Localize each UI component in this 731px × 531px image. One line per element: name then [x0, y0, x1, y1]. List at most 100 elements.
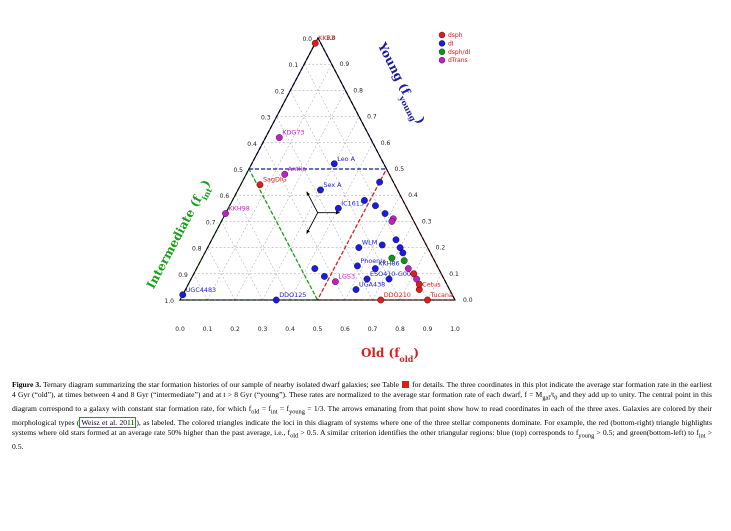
- grid-line: [427, 273, 442, 301]
- arrow-head: [306, 229, 310, 234]
- legend-marker: [438, 57, 446, 64]
- grid-line: [221, 221, 263, 301]
- galaxy-point: [272, 296, 280, 304]
- caption-text: Ternary diagram summarizing the star for…: [41, 380, 400, 389]
- legend-label: dsph: [448, 32, 463, 39]
- tick-intermediate: 0.4: [247, 141, 257, 148]
- galaxy-point: [334, 204, 342, 212]
- galaxy-label: Sex A: [323, 181, 342, 189]
- galaxy-point: [361, 197, 368, 204]
- galaxy-point: [372, 202, 379, 210]
- tick-intermediate: 0.2: [275, 88, 285, 95]
- galaxy-label: Antlia: [288, 165, 306, 173]
- galaxy-point: [311, 265, 319, 272]
- tick-old: 0.2: [230, 326, 240, 333]
- galaxy-label: UGC4483: [186, 286, 216, 294]
- tick-young: 0.0: [463, 297, 473, 304]
- galaxy-label: KKH86: [378, 260, 399, 268]
- caption-text: /t: [550, 390, 555, 400]
- figure-label: Figure 3.: [12, 380, 42, 389]
- tick-old: 0.4: [285, 326, 295, 333]
- galaxy-point: [410, 270, 418, 278]
- galaxy-label: Tucana: [430, 291, 453, 299]
- dominance-triangles: [178, 36, 457, 301]
- galaxy-label: UGA438: [359, 281, 385, 289]
- galaxy-point: [179, 291, 187, 299]
- tick-old: 0.9: [423, 326, 433, 333]
- legend-marker: [438, 31, 446, 39]
- galaxy-point: [317, 186, 324, 194]
- ternary-grid: [193, 63, 442, 301]
- tick-young: 0.8: [353, 87, 363, 94]
- galaxy-point: [363, 275, 371, 283]
- tick-intermediate: 0.0: [302, 36, 312, 43]
- tick-young: 0.5: [395, 166, 405, 173]
- grid-line: [193, 273, 208, 301]
- galaxy-point: [330, 160, 338, 168]
- galaxy-point: [321, 273, 328, 280]
- galaxy-label: ESO410-G005: [370, 270, 415, 278]
- grid-line: [276, 116, 373, 301]
- grid-line: [207, 64, 332, 301]
- caption-text: > 0.5.: [12, 428, 712, 452]
- tick-intermediate: 0.1: [289, 62, 299, 69]
- legend-label: dI: [448, 40, 454, 47]
- table-ref-box[interactable]: [402, 381, 410, 388]
- galaxy-label: LGS3: [338, 273, 355, 281]
- galaxy-point: [256, 181, 264, 189]
- grid-line: [290, 90, 401, 301]
- galaxy-point: [424, 296, 431, 304]
- legend-marker: [438, 48, 446, 55]
- tick-intermediate: 1.0: [164, 298, 174, 305]
- galaxy-label: Cetus: [422, 281, 441, 289]
- galaxy-label: DDO210: [384, 291, 411, 299]
- legend-label: dsph/dI: [448, 49, 470, 56]
- axis-labels: Old (fold)Young (fyoung)Intermediate (fi…: [144, 39, 428, 364]
- reading-arrow: [306, 212, 319, 234]
- tick-old: 0.5: [313, 326, 323, 333]
- sub: gal: [542, 394, 551, 402]
- galaxy-point: [377, 296, 385, 304]
- galaxy-point: [381, 210, 389, 217]
- galaxy-point: [222, 210, 229, 217]
- tick-young: 0.1: [449, 271, 459, 278]
- axis-label-old: Old (fold): [361, 346, 419, 364]
- sub: int: [698, 432, 706, 440]
- tick-old: 0.3: [258, 326, 268, 333]
- citation-link[interactable]: Weisz et al. 2011: [79, 416, 137, 428]
- galaxy-label: IC1613: [341, 199, 364, 207]
- tick-young: 1.0: [326, 35, 336, 42]
- reading-arrows: [306, 191, 340, 234]
- galaxy-point: [413, 275, 420, 283]
- tick-young: 0.2: [436, 245, 446, 252]
- galaxy-label: Leo A: [337, 155, 355, 163]
- galaxy-point: [378, 241, 386, 249]
- galaxy-point: [404, 265, 412, 272]
- caption-text: ), as labeled. The colored triangles ind…: [12, 417, 712, 438]
- young-triangle: [247, 36, 388, 170]
- galaxy-point: [385, 275, 393, 283]
- sub: old: [290, 432, 299, 440]
- sub: young: [578, 432, 595, 440]
- tick-young: 0.9: [340, 61, 350, 68]
- arrow-head: [336, 210, 340, 215]
- triangle-outline: [179, 36, 456, 301]
- tick-young: 0.3: [422, 218, 432, 225]
- axis-label-young: Young (fyoung): [371, 39, 428, 128]
- legend-label: dTrans: [448, 57, 468, 64]
- caption-text: = 1/3. The arrows emanating from that po…: [12, 404, 713, 427]
- tick-old: 0.7: [368, 326, 378, 333]
- tick-old: 1.0: [450, 326, 460, 333]
- caption-text: > 0.5. A similar criterion identifies th…: [298, 428, 579, 438]
- galaxy-point: [400, 257, 408, 265]
- galaxy-point: [371, 265, 379, 272]
- grid-line: [234, 90, 346, 301]
- tick-old: 0.6: [340, 326, 350, 333]
- tick-old: 0.8: [395, 326, 405, 333]
- tick-young: 0.6: [381, 140, 391, 147]
- galaxy-point: [354, 262, 361, 270]
- legend-marker: [438, 40, 446, 47]
- galaxy-label: KKH98: [229, 205, 250, 213]
- galaxy-label: Phoenix: [360, 257, 386, 265]
